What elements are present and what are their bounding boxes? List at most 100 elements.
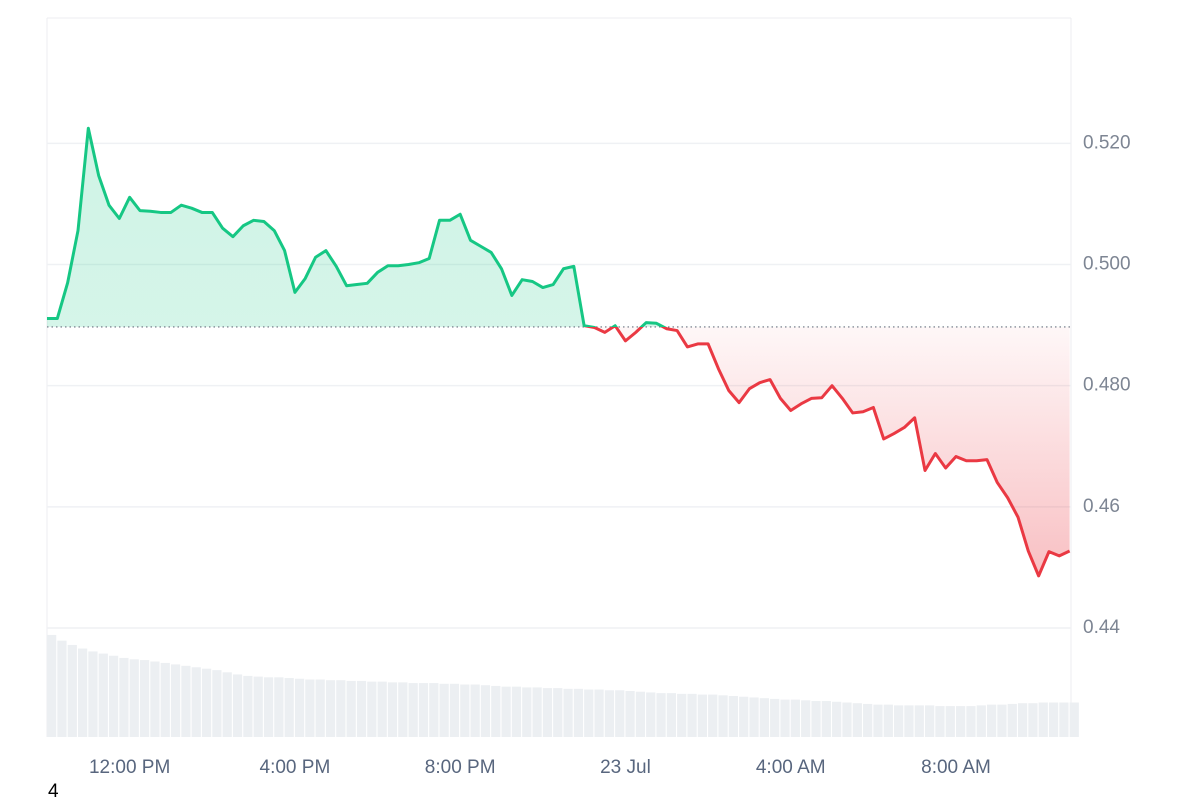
volume-bar [842, 702, 852, 737]
volume-bar [77, 648, 88, 737]
volume-bar [863, 703, 873, 737]
volume-bar [1028, 703, 1038, 737]
volume-bar [697, 694, 707, 737]
volume-bar [801, 700, 811, 737]
volume-bar [191, 667, 201, 737]
volume-bar [243, 675, 253, 737]
volume-bar [129, 659, 139, 737]
volume-bar [201, 668, 212, 737]
volume-bar [274, 677, 284, 737]
volume-bar [986, 704, 997, 737]
volume-bar [305, 679, 315, 737]
price-area [47, 128, 1070, 576]
volume-bar [418, 683, 429, 737]
volume-bar [718, 695, 728, 737]
volume-bar [232, 674, 243, 737]
x-tick-label: 8:00 AM [921, 757, 991, 778]
volume-bar [47, 634, 57, 737]
volume-bar [604, 690, 615, 737]
volume-bar [491, 685, 501, 737]
volume-bar [88, 651, 98, 737]
volume-bar [955, 706, 966, 737]
volume-bar [346, 680, 356, 737]
volume-bar [976, 705, 986, 737]
volume-bar [1017, 703, 1028, 737]
volume-bar [584, 689, 594, 737]
volume-bar [263, 677, 274, 737]
volume-bar [294, 678, 305, 737]
volume-bar [573, 688, 584, 737]
y-tick-label: 0.500 [1083, 254, 1131, 275]
volume-bar [656, 693, 666, 737]
volume-bar [170, 664, 181, 737]
volume-bar [997, 704, 1007, 737]
volume-bar [449, 683, 460, 737]
volume-bar [119, 657, 129, 737]
volume-bar [408, 683, 418, 737]
volume-bar [553, 688, 563, 737]
volume-bar [1059, 702, 1069, 737]
volume-bar [139, 660, 150, 737]
volume-bar [367, 681, 377, 737]
volume-bar [460, 684, 470, 737]
volume-bar [470, 684, 480, 737]
volume-bar [708, 694, 718, 737]
volume-bar [181, 665, 191, 737]
volume-bar [398, 682, 408, 737]
x-tick-label: 23 Jul [600, 757, 651, 778]
volume-bar [666, 693, 677, 737]
volume-bar [894, 705, 904, 737]
x-tick-label: 12:00 PM [89, 757, 170, 778]
volume-bar [1048, 702, 1059, 737]
volume-bar [677, 693, 687, 737]
y-tick-label: 0.520 [1083, 132, 1131, 153]
volume-bar [511, 686, 522, 737]
volume-bar [356, 680, 367, 737]
volume-bar [739, 696, 749, 737]
volume-bar [832, 701, 842, 737]
volume-bar [1007, 703, 1017, 737]
volume-bar [387, 682, 398, 737]
volume-bar [770, 698, 780, 737]
volume-bar [852, 703, 862, 737]
volume-bar [625, 690, 635, 737]
volume-bar [914, 705, 924, 737]
volume-bar [966, 706, 976, 737]
volume-bar [563, 688, 573, 737]
volume-bar [377, 681, 387, 737]
volume-bar [615, 690, 625, 737]
y-tick-label: 0.44 [1083, 617, 1120, 638]
volume-bar [439, 683, 449, 737]
volume-bar [315, 679, 325, 737]
price-line [47, 126, 1071, 578]
volume-bar [160, 662, 170, 737]
x-tick-label: 4:00 AM [756, 757, 826, 778]
volume-bar [1069, 702, 1079, 737]
volume-bar [821, 701, 831, 737]
volume-bar [873, 704, 883, 737]
volume-bar [253, 676, 263, 737]
volume-bar [480, 685, 491, 737]
x-tick-label: 8:00 PM [425, 757, 496, 778]
y-tick-label: 0.480 [1083, 375, 1131, 396]
volume-bar [212, 670, 222, 737]
volume-bar [429, 683, 439, 737]
volume-bar [594, 689, 604, 737]
volume-bar [108, 655, 119, 737]
volume-bar [780, 699, 790, 737]
volume-bar [325, 680, 336, 737]
volume-bar [284, 678, 294, 737]
volume-bar [501, 686, 511, 737]
footnote: 4 [48, 781, 59, 800]
volume-bar [67, 644, 77, 737]
volume-bar [883, 704, 893, 737]
volume-bar [935, 706, 945, 737]
volume-bar [749, 697, 759, 737]
volume-bar [532, 687, 542, 737]
volume-bar [811, 701, 821, 737]
volume-bar [728, 696, 738, 737]
volume-bar [646, 692, 656, 737]
volume-bar [336, 680, 346, 737]
